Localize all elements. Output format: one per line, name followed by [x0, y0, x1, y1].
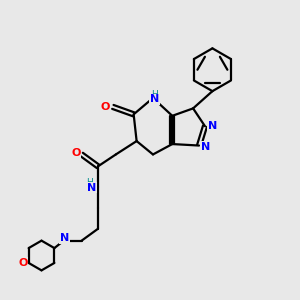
Text: O: O: [71, 148, 80, 158]
Text: O: O: [101, 102, 110, 112]
Text: N: N: [201, 142, 210, 152]
Text: N: N: [208, 121, 217, 131]
Text: N: N: [150, 94, 159, 104]
Text: N: N: [60, 233, 69, 243]
Text: O: O: [18, 258, 27, 268]
Text: H: H: [86, 178, 92, 187]
Text: N: N: [87, 183, 96, 193]
Text: H: H: [151, 90, 158, 99]
